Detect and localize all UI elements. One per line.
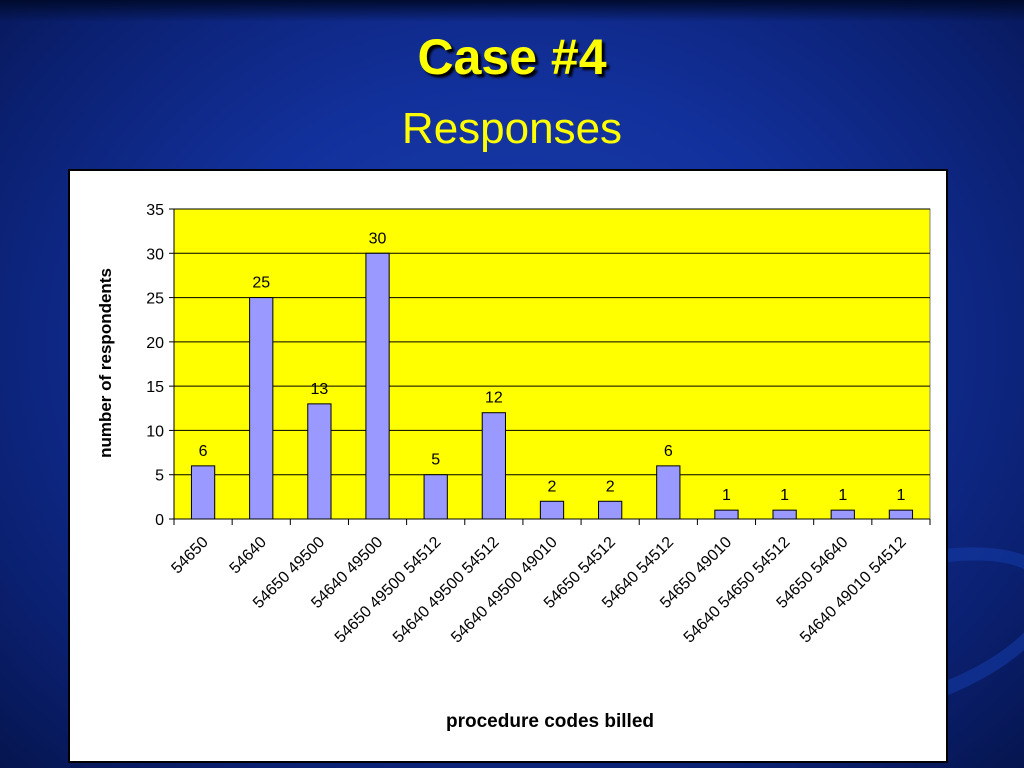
y-axis-label: number of respondents <box>96 268 115 458</box>
y-tick-labels: 0 5 10 15 20 25 30 35 <box>146 202 164 529</box>
y-tick-label: 25 <box>146 291 164 308</box>
bar <box>888 509 914 520</box>
bar <box>714 509 739 520</box>
bar <box>365 252 390 520</box>
data-label: 1 <box>838 487 847 504</box>
top-shading <box>0 0 1024 22</box>
y-tick-label: 0 <box>155 512 164 529</box>
bars <box>190 252 914 520</box>
bar <box>772 509 797 520</box>
x-tick-label: 54640 49500 49010 <box>448 534 561 647</box>
data-label: 12 <box>485 390 503 407</box>
chart-panel: 0 5 10 15 20 25 30 35 54650 54640 54650 49500 5464… <box>68 169 948 763</box>
data-label: 30 <box>369 230 387 247</box>
data-label: 2 <box>548 478 557 495</box>
bar <box>598 500 623 520</box>
bar <box>423 474 448 520</box>
bar <box>307 403 332 520</box>
axes <box>169 208 931 525</box>
data-label: 6 <box>664 443 673 460</box>
x-tick-label: 54640 49500 54512 <box>390 534 503 647</box>
y-tick-label: 5 <box>155 468 164 485</box>
bar <box>190 465 216 520</box>
bar <box>481 412 506 520</box>
bar <box>830 509 855 520</box>
x-tick-label: 54650 49500 54512 <box>332 534 445 647</box>
x-tick-label: 54640 <box>227 534 271 578</box>
data-label: 1 <box>722 487 731 504</box>
x-tick-label: 54640 54650 54512 <box>681 534 794 647</box>
x-axis-label: procedure codes billed <box>446 711 654 732</box>
slide-title: Case #4 <box>417 29 607 85</box>
bar <box>539 500 565 520</box>
y-tick-label: 20 <box>146 335 164 352</box>
data-labels: 6 25 13 30 5 12 2 2 6 1 1 1 1 <box>199 230 906 504</box>
y-tick-label: 35 <box>146 202 164 219</box>
x-tick-label: 54640 49010 54512 <box>797 534 910 647</box>
gridlines <box>174 208 930 476</box>
x-tick-label: 54650 <box>168 534 212 578</box>
bar <box>656 465 681 520</box>
y-tick-label: 10 <box>146 423 164 440</box>
data-label: 1 <box>780 487 789 504</box>
data-label: 6 <box>199 443 208 460</box>
slide-subtitle: Responses <box>401 104 623 153</box>
y-tick-label: 15 <box>146 379 164 396</box>
data-label: 25 <box>252 275 270 292</box>
data-label: 5 <box>431 452 440 469</box>
y-tick-label: 30 <box>146 246 164 263</box>
data-label: 13 <box>310 381 328 398</box>
data-label: 2 <box>606 478 615 495</box>
bar <box>249 297 274 520</box>
data-label: 1 <box>896 487 905 504</box>
plot-area <box>173 208 931 520</box>
